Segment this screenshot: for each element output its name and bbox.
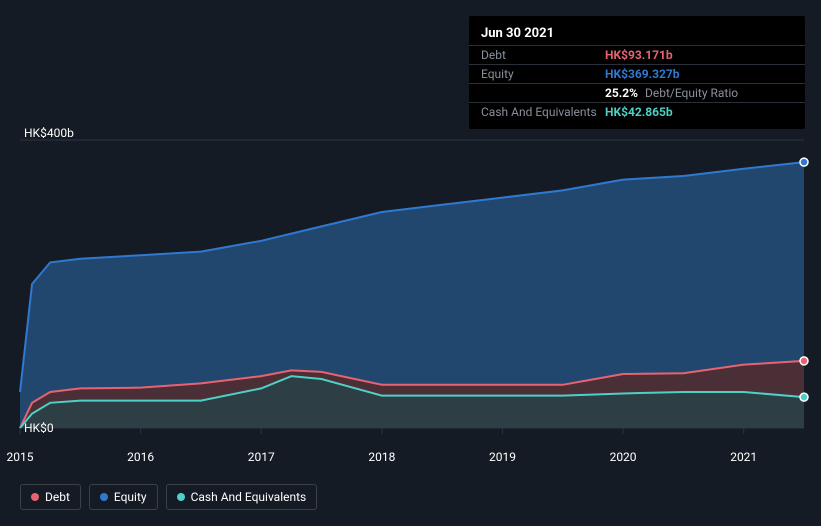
legend-item-debt[interactable]: Debt xyxy=(20,484,81,510)
series-marker-cash xyxy=(800,393,808,401)
x-axis-label: 2020 xyxy=(610,450,637,464)
tooltip-date: Jun 30 2021 xyxy=(469,24,805,45)
tooltip-row-value: HK$93.171b xyxy=(605,48,673,62)
x-axis-label: 2015 xyxy=(7,450,34,464)
series-marker-equity xyxy=(800,158,808,166)
tooltip-row: Cash And EquivalentsHK$42.865b xyxy=(469,102,805,121)
y-axis-label-top: HK$400b xyxy=(24,126,74,140)
legend-label: Equity xyxy=(114,490,147,504)
tooltip-row-label: Cash And Equivalents xyxy=(481,105,605,119)
legend-label: Cash And Equivalents xyxy=(191,490,307,504)
tooltip-row-label: Equity xyxy=(481,67,605,81)
legend-dot-icon xyxy=(100,493,108,501)
x-axis-label: 2021 xyxy=(730,450,757,464)
legend-label: Debt xyxy=(45,490,70,504)
tooltip-row-value: HK$42.865b xyxy=(605,105,673,119)
tooltip-row-label: Debt xyxy=(481,48,605,62)
tooltip-row-value: HK$369.327b xyxy=(605,67,680,81)
legend-item-equity[interactable]: Equity xyxy=(89,484,158,510)
tooltip-rows: DebtHK$93.171bEquityHK$369.327b25.2% Deb… xyxy=(469,45,805,121)
tooltip-row-value: 25.2% Debt/Equity Ratio xyxy=(605,86,738,100)
legend-dot-icon xyxy=(31,493,39,501)
x-axis-label: 2016 xyxy=(127,450,154,464)
legend-dot-icon xyxy=(177,493,185,501)
x-axis-label: 2019 xyxy=(489,450,516,464)
series-marker-debt xyxy=(800,357,808,365)
tooltip-row: EquityHK$369.327b xyxy=(469,64,805,83)
tooltip: Jun 30 2021 DebtHK$93.171bEquityHK$369.3… xyxy=(469,16,805,129)
x-axis-label: 2017 xyxy=(248,450,275,464)
tooltip-row-label xyxy=(481,86,605,100)
x-axis-label: 2018 xyxy=(368,450,395,464)
y-axis-label-bottom: HK$0 xyxy=(24,421,54,435)
tooltip-row: DebtHK$93.171b xyxy=(469,45,805,64)
legend: Debt Equity Cash And Equivalents xyxy=(20,484,317,510)
legend-item-cash[interactable]: Cash And Equivalents xyxy=(166,484,318,510)
tooltip-row-extra: Debt/Equity Ratio xyxy=(642,86,738,100)
tooltip-row: 25.2% Debt/Equity Ratio xyxy=(469,83,805,102)
